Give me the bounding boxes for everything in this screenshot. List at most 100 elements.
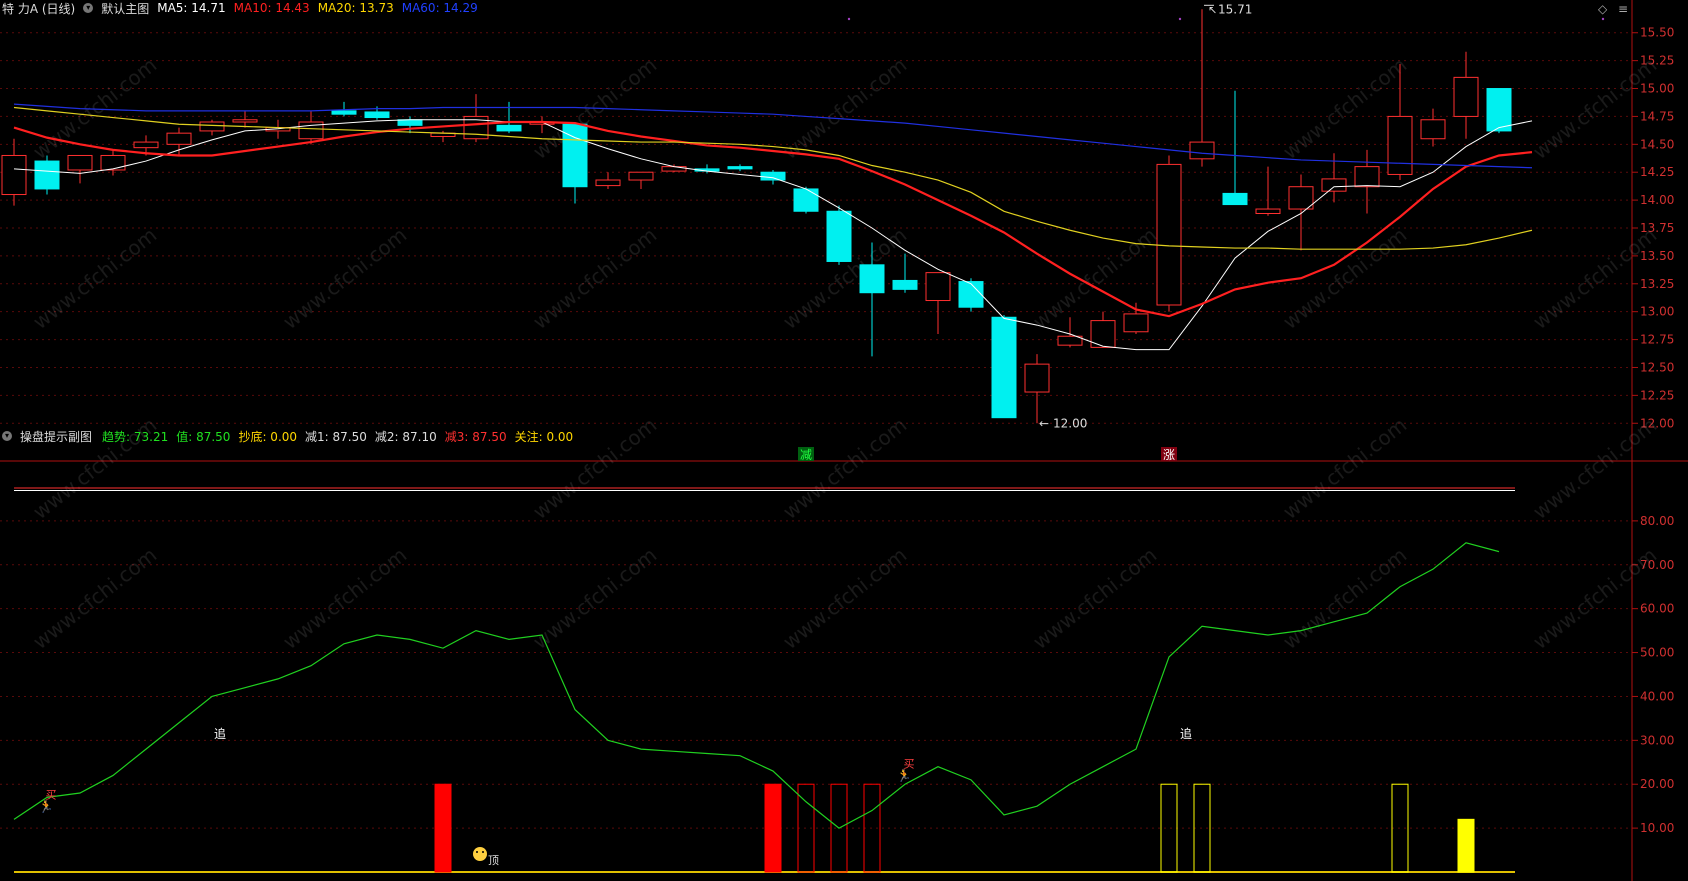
dropdown-icon[interactable]: ▾ <box>83 3 94 13</box>
candle <box>925 272 951 302</box>
y-tick-label: 12.25 <box>1640 388 1674 402</box>
watermark: www.cfchi.com <box>1528 543 1661 654</box>
candle <box>1255 208 1281 214</box>
template-name[interactable]: 默认主图 <box>101 1 150 16</box>
marker-zhang-bg <box>1161 447 1177 461</box>
indicator-legend-item: 减1: 87.50 <box>305 429 367 444</box>
signal-bar <box>1391 783 1409 873</box>
y-tick-label: 15.25 <box>1640 54 1674 68</box>
y-tick-label: 30.00 <box>1640 733 1674 747</box>
candle <box>232 119 258 123</box>
candle <box>463 115 489 140</box>
y-tick-label: 60.00 <box>1640 602 1674 616</box>
candle <box>496 124 522 132</box>
watermark: www.cfchi.com <box>1278 543 1411 654</box>
ma-line-ma5 <box>13 119 1533 351</box>
signal-bar <box>1160 783 1178 873</box>
watermark: www.cfchi.com <box>528 223 661 334</box>
indicator-legend-item: 趋势: 73.21 <box>102 429 169 444</box>
y-tick-label: 20.00 <box>1640 777 1674 791</box>
watermark: www.cfchi.com <box>1278 413 1411 524</box>
candle <box>1420 119 1446 140</box>
menu-icon[interactable]: ≡ <box>1618 2 1629 16</box>
smiley-eye <box>476 851 478 853</box>
sub-chart-header: ▾ 操盘提示副图 趋势: 73.21 值: 87.50 抄底: 0.00 减1: 87… <box>2 428 589 444</box>
signal-dot <box>1601 17 1605 21</box>
runner-icon: 🏃 <box>897 769 912 783</box>
y-tick-label: 50.00 <box>1640 646 1674 660</box>
ma-legend-item: MA5: 14.71 <box>157 1 226 15</box>
candle <box>1024 363 1050 393</box>
candle <box>1156 163 1182 306</box>
main-chart-header: 特 力A (日线) ▾ 默认主图 MA5: 14.71 MA10: 14.43 MA… <box>2 0 494 16</box>
candle <box>1321 178 1347 192</box>
candle <box>727 166 753 170</box>
ma-line-ma60 <box>13 103 1533 169</box>
buy-signal-label: 买 <box>46 788 57 801</box>
smiley-icon <box>473 847 487 861</box>
y-tick-label: 70.00 <box>1640 558 1674 572</box>
ding-label: 顶 <box>488 854 499 867</box>
ma-legend-item: MA10: 14.43 <box>233 1 310 15</box>
candle <box>892 279 918 290</box>
watermark: www.cfchi.com <box>778 413 911 524</box>
diamond-icon[interactable]: ◇ <box>1598 2 1608 16</box>
y-tick-label: 12.00 <box>1640 416 1674 430</box>
watermark: www.cfchi.com <box>1528 413 1661 524</box>
ma-line-ma10 <box>13 120 1533 318</box>
candle <box>826 210 852 262</box>
candle <box>1453 76 1479 117</box>
signal-dot <box>847 17 851 21</box>
candle <box>1354 166 1380 188</box>
high-price-label: 15.71 <box>1218 2 1252 16</box>
candle <box>67 154 93 171</box>
y-tick-label: 13.25 <box>1640 277 1674 291</box>
watermark: www.cfchi.com <box>28 223 161 334</box>
candle <box>1123 313 1149 333</box>
candle <box>1222 192 1248 206</box>
candle <box>364 111 390 119</box>
low-price-label: 12.00 <box>1053 416 1087 430</box>
y-tick-label: 13.00 <box>1640 305 1674 319</box>
y-tick-label: 15.50 <box>1640 26 1674 40</box>
candle <box>859 264 885 294</box>
signal-bar <box>863 783 881 873</box>
indicator-legend-item: 值: 87.50 <box>176 429 231 444</box>
y-tick-label: 80.00 <box>1640 514 1674 528</box>
candle <box>166 132 192 145</box>
candle <box>1189 141 1215 160</box>
y-tick-label: 14.75 <box>1640 109 1674 123</box>
ma-line-ma20 <box>13 106 1533 250</box>
candle <box>991 316 1017 419</box>
ma-legend-item: MA60: 14.29 <box>401 1 478 15</box>
y-tick-label: 10.00 <box>1640 821 1674 835</box>
candle <box>1387 115 1413 175</box>
y-tick-label: 13.50 <box>1640 249 1674 263</box>
sub-chart-title[interactable]: 操盘提示副图 <box>20 429 93 444</box>
y-tick-label: 14.50 <box>1640 137 1674 151</box>
watermark: www.cfchi.com <box>528 543 661 654</box>
indicator-legend-item: 抄底: 0.00 <box>238 429 298 444</box>
indicator-legend-item: 减3: 87.50 <box>444 429 507 444</box>
dropdown-icon[interactable]: ▾ <box>2 431 12 441</box>
ma-legend-item: MA20: 13.73 <box>317 1 394 15</box>
stock-title[interactable]: 特 力A (日线) <box>2 1 76 16</box>
signal-bar <box>434 783 452 873</box>
candle <box>34 160 60 190</box>
candle <box>595 179 621 187</box>
candle <box>199 121 225 132</box>
candle <box>1288 186 1314 210</box>
indicator-legend-item: 关注: 0.00 <box>514 429 574 444</box>
candle <box>958 281 984 308</box>
indicator-legend-item: 减2: 87.10 <box>374 429 437 444</box>
low-arrow-icon: ← <box>1039 416 1049 430</box>
candle <box>331 110 357 115</box>
signal-bar <box>764 783 782 873</box>
signal-bar <box>830 783 848 873</box>
y-tick-label: 13.75 <box>1640 221 1674 235</box>
candle <box>1 154 27 196</box>
runner-icon: 🏃 <box>39 799 54 813</box>
marker-zhang: 涨 <box>1163 447 1175 462</box>
candle <box>628 171 654 181</box>
